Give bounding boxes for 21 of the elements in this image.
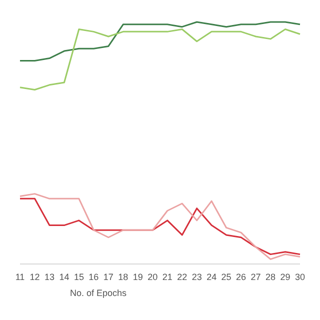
- x-tick-label: 24: [206, 272, 217, 282]
- x-tick-label: 25: [221, 272, 232, 282]
- x-tick-label: 19: [132, 272, 143, 282]
- x-tick-label: 15: [74, 272, 84, 282]
- x-tick-label: 17: [103, 272, 114, 282]
- x-tick-label: 22: [177, 272, 188, 282]
- x-axis-title: No. of Epochs: [70, 288, 128, 298]
- x-tick-label: 13: [44, 272, 54, 282]
- x-tick-label: 29: [280, 272, 290, 282]
- x-tick-label: 20: [148, 272, 158, 282]
- x-tick-label: 16: [88, 272, 99, 282]
- x-tick-label: 18: [118, 272, 128, 282]
- x-tick-label: 30: [294, 272, 306, 282]
- x-tick-label: 11: [15, 272, 25, 282]
- x-tick-label: 26: [236, 272, 246, 282]
- x-tick-label: 28: [266, 272, 276, 282]
- x-tick-label: 23: [192, 272, 202, 282]
- x-tick-label: 12: [30, 272, 40, 282]
- x-tick-label: 21: [162, 272, 172, 282]
- x-tick-label: 27: [250, 272, 261, 282]
- x-tick-label: 14: [59, 272, 70, 282]
